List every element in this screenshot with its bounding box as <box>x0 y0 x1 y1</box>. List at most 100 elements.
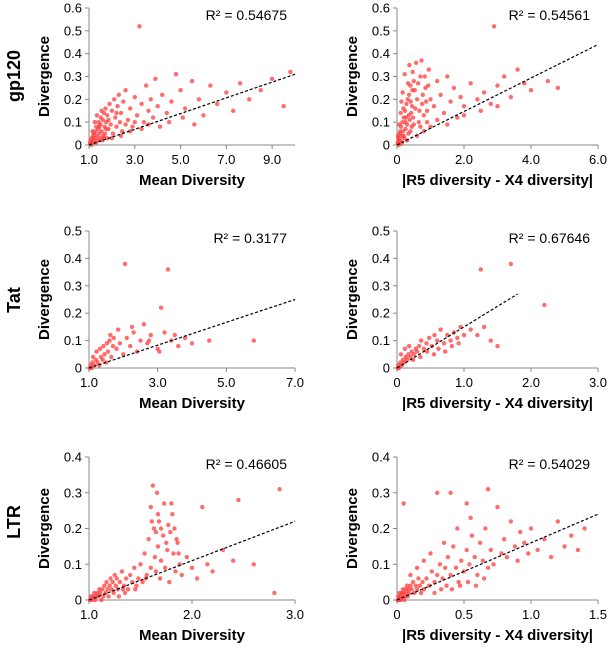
data-point <box>99 597 104 603</box>
data-point <box>405 97 410 102</box>
data-point <box>269 76 275 82</box>
data-point <box>419 101 425 107</box>
data-point <box>148 332 153 338</box>
data-point <box>401 106 406 111</box>
data-point <box>123 122 128 127</box>
x-tick-label: 3.0 <box>126 152 144 167</box>
x-tick-label: 3.0 <box>286 607 304 622</box>
trend-line <box>88 73 296 146</box>
data-point <box>485 487 491 492</box>
data-point <box>173 72 179 77</box>
data-point <box>122 590 128 596</box>
y-tick-label: 0.1 <box>372 557 390 572</box>
data-point <box>406 587 411 592</box>
data-point <box>420 579 425 585</box>
data-point <box>139 126 144 132</box>
y-tick-label: 0.1 <box>372 333 390 348</box>
data-point <box>491 562 496 567</box>
data-point <box>411 352 416 357</box>
data-point <box>569 533 574 538</box>
data-point <box>236 497 241 503</box>
data-point <box>437 562 443 567</box>
data-point <box>108 576 113 581</box>
data-point <box>449 343 455 349</box>
data-point <box>101 343 106 349</box>
data-point <box>415 81 421 86</box>
data-point <box>108 122 113 127</box>
data-point <box>409 104 415 109</box>
y-tick-label: 0.4 <box>64 46 82 61</box>
data-point <box>115 104 120 109</box>
data-point <box>448 99 453 104</box>
data-point <box>137 24 142 29</box>
data-point <box>413 106 418 111</box>
data-point <box>116 92 122 98</box>
data-point <box>97 124 102 129</box>
r-squared-label: R² = 0.3177 <box>213 230 287 246</box>
y-tick-label: 0.4 <box>64 251 82 266</box>
data-point <box>104 341 110 346</box>
data-point <box>117 120 123 125</box>
data-point <box>406 92 412 98</box>
data-point <box>123 88 128 93</box>
data-point <box>414 565 420 570</box>
x-tick-label: 1.0 <box>80 152 98 167</box>
data-point <box>431 352 437 357</box>
data-point <box>478 267 483 272</box>
data-point <box>194 576 200 581</box>
data-point <box>402 597 407 603</box>
data-point <box>432 590 437 596</box>
data-point <box>176 551 181 556</box>
panel-tat-mean-diversity: 0 0.1 0.2 0.3 0.4 0.5 1.0 3.0 5.0 7.0 R² = 0.3177 M… <box>36 224 304 413</box>
data-point <box>107 101 112 107</box>
data-point <box>469 533 475 538</box>
data-point <box>522 540 527 545</box>
data-point <box>404 357 410 362</box>
x-tick-label: 1.0 <box>522 607 540 622</box>
x-tick-label: 0 <box>393 607 400 622</box>
y-axis-title: Divergence <box>36 36 53 117</box>
data-point <box>114 110 119 116</box>
data-point <box>100 117 105 123</box>
data-point <box>164 110 169 116</box>
data-point <box>105 113 110 118</box>
data-point <box>464 501 469 506</box>
y-tick-label: 0.3 <box>64 69 82 84</box>
data-point <box>435 78 440 84</box>
data-point <box>435 338 440 343</box>
data-point <box>414 587 420 592</box>
y-tick-label: 0.5 <box>372 23 390 38</box>
data-point <box>155 512 161 517</box>
y-tick-label: 0.2 <box>372 306 390 321</box>
data-point <box>288 69 293 75</box>
data-point <box>157 124 163 129</box>
data-point <box>179 572 184 578</box>
data-point <box>129 324 135 330</box>
data-point <box>105 349 111 354</box>
data-point <box>455 335 460 341</box>
data-point <box>166 120 172 125</box>
data-point <box>423 99 429 104</box>
data-point <box>123 576 129 581</box>
data-point <box>436 346 441 351</box>
data-point <box>132 565 137 570</box>
data-point <box>141 322 147 327</box>
data-point <box>407 117 412 123</box>
data-point <box>109 108 115 114</box>
data-point <box>93 597 98 603</box>
data-point <box>424 108 430 114</box>
data-point <box>395 133 401 139</box>
data-point <box>411 122 416 127</box>
data-point <box>210 569 215 574</box>
data-point <box>512 544 518 549</box>
data-point <box>125 117 131 123</box>
data-point <box>114 576 120 581</box>
row-label-tat: Tat <box>4 287 24 313</box>
y-tick-label: 0.2 <box>64 306 82 321</box>
data-point <box>502 537 507 542</box>
data-point <box>405 81 411 86</box>
data-point <box>410 357 416 362</box>
data-point <box>453 565 459 570</box>
data-point <box>406 343 412 349</box>
data-point <box>170 512 175 517</box>
